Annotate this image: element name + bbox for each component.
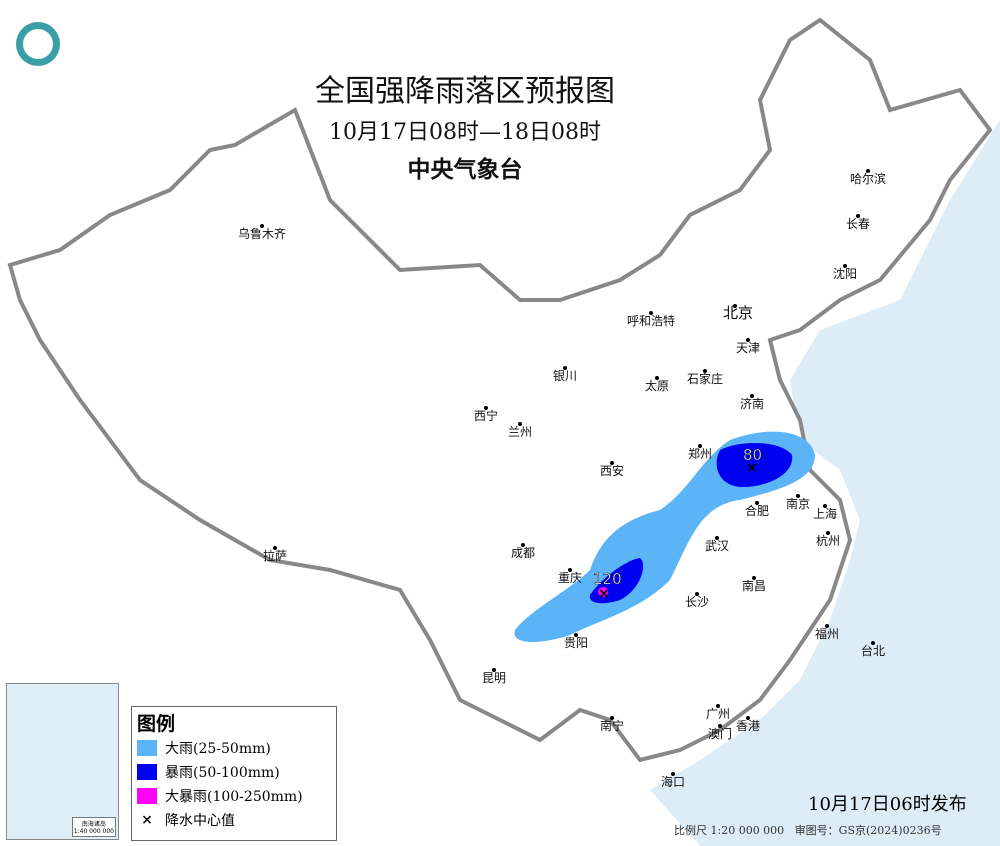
city-dot	[823, 504, 827, 508]
city-dot	[746, 338, 750, 342]
city-dot	[825, 624, 829, 628]
city-dot	[755, 501, 759, 505]
city-dot	[273, 546, 277, 550]
city-label: 长春	[846, 217, 870, 231]
city-dot	[260, 224, 264, 228]
city-label: 海口	[661, 774, 685, 789]
city-dot	[649, 311, 653, 315]
city-dot	[871, 641, 875, 645]
city-label: 太原	[645, 378, 669, 393]
city-label: 合肥	[745, 503, 769, 518]
rain-center-value: 120	[593, 570, 622, 588]
city-label: 哈尔滨	[850, 171, 886, 186]
city-label: 呼和浩特	[627, 313, 675, 328]
legend: 图例 大雨(25-50mm) 暴雨(50-100mm) 大暴雨(100-250m…	[131, 706, 337, 841]
city-label: 郑州	[688, 446, 712, 461]
city-label: 上海	[813, 506, 837, 521]
city-label: 银川	[553, 369, 577, 383]
city-label: 南京	[786, 496, 810, 511]
city-label: 澳门	[708, 726, 732, 741]
city-dot	[563, 366, 567, 370]
map-title: 全国强降雨落区预报图	[315, 74, 615, 109]
published-time: 10月17日06时发布	[808, 794, 967, 815]
city-label: 贵阳	[564, 636, 588, 650]
rain-storm-area	[716, 443, 793, 488]
china-outline	[7, 17, 993, 763]
inset-caption: 南海诸岛 1:40 000 000	[71, 817, 116, 837]
city-label: 乌鲁木齐	[238, 226, 286, 241]
city-label: 武汉	[705, 539, 729, 553]
city-label: 石家庄	[687, 371, 723, 386]
city-dot	[610, 716, 614, 720]
city-label: 长沙	[685, 595, 709, 609]
city-label: 香港	[736, 719, 760, 733]
city-label: 福州	[815, 626, 839, 641]
rain-extreme-area	[598, 587, 608, 597]
city-dot	[655, 376, 659, 380]
city-dot	[715, 536, 719, 540]
city-label: 拉萨	[263, 548, 287, 563]
city-dot	[826, 531, 830, 535]
city-dot	[750, 394, 754, 398]
city-dot	[716, 704, 720, 708]
city-label: 西宁	[474, 408, 498, 423]
city-label: 台北	[861, 643, 885, 658]
legend-item-rainstorm: 暴雨(50-100mm)	[137, 760, 336, 784]
city-label: 北京	[723, 304, 753, 322]
legend-item-heavy-rainstorm: 大暴雨(100-250mm)	[137, 784, 336, 808]
forecast-period: 10月17日08时—18日08时	[329, 120, 601, 145]
city-label: 重庆	[558, 571, 582, 585]
city-dot	[484, 406, 488, 410]
city-dot	[733, 304, 737, 308]
city-dot	[695, 592, 699, 596]
city-dot	[568, 568, 572, 572]
city-label: 兰州	[508, 425, 532, 439]
city-dot	[746, 716, 750, 720]
city-label: 广州	[706, 707, 730, 721]
legend-item-center-value: × 降水中心值	[141, 812, 235, 829]
city-dot	[698, 444, 702, 448]
rain-center-marker: ×	[598, 586, 610, 602]
city-label: 南宁	[600, 718, 624, 733]
sea	[650, 120, 1000, 846]
city-dot	[518, 422, 522, 426]
city-dot	[856, 214, 860, 218]
issuer: 中央气象台	[407, 157, 523, 183]
city-label: 沈阳	[833, 266, 857, 281]
logo-inner	[23, 29, 53, 59]
city-dot	[671, 772, 675, 776]
city-label: 天津	[736, 341, 760, 355]
city-dot	[866, 169, 870, 173]
rain-center-marker: ×	[746, 460, 758, 476]
city-dot	[574, 633, 578, 637]
city-label: 杭州	[816, 533, 840, 548]
city-label: 昆明	[482, 671, 506, 685]
rain-center-value: 80	[743, 446, 762, 464]
city-dot	[718, 724, 722, 728]
city-dot	[752, 576, 756, 580]
south-china-sea-inset: 南海诸岛 1:40 000 000	[6, 683, 119, 840]
city-label: 济南	[740, 396, 764, 411]
city-label: 西安	[600, 463, 624, 478]
city-dot	[521, 543, 525, 547]
city-dot	[492, 668, 496, 672]
city-dot	[843, 264, 847, 268]
legend-item-heavy-rain: 大雨(25-50mm)	[137, 736, 336, 760]
city-dot	[610, 461, 614, 465]
city-label: 成都	[511, 546, 535, 560]
city-label: 南昌	[742, 578, 766, 593]
city-dot	[796, 494, 800, 498]
city-dot	[703, 369, 707, 373]
legend-title: 图例	[137, 713, 176, 735]
scale-info: 比例尺 1:20 000 000 审图号：GS京(2024)0236号	[674, 824, 942, 837]
